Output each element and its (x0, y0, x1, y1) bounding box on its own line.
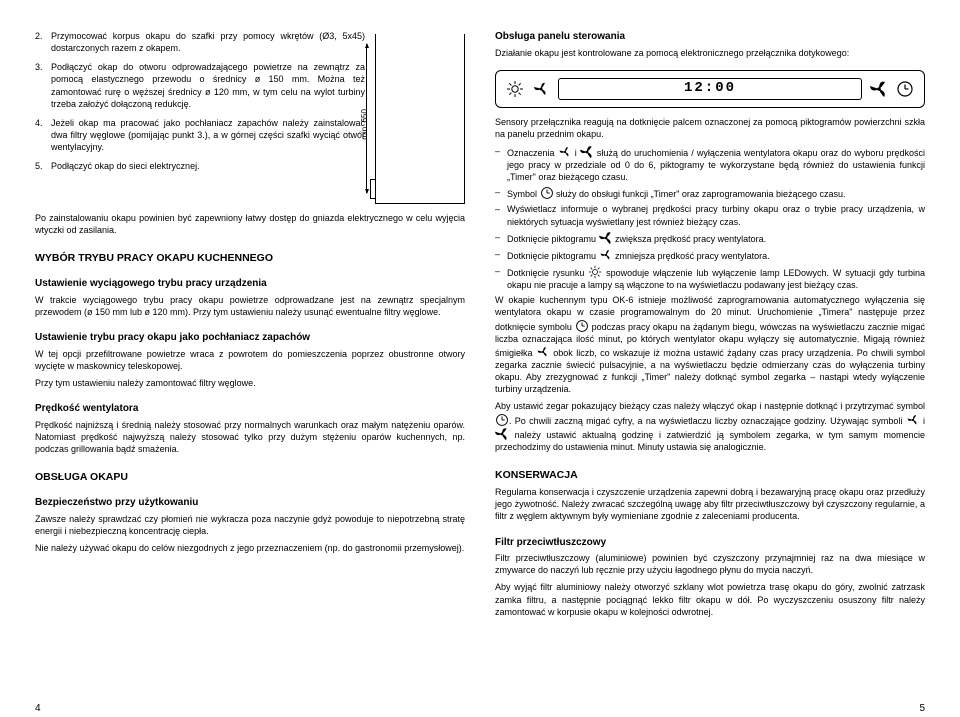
page-number-left: 4 (35, 702, 41, 716)
step-num: 3. (35, 61, 43, 73)
fan-small-icon (532, 80, 550, 98)
post-install-note: Po zainstalowaniu okapu powinien być zap… (35, 212, 465, 236)
list-item: Dotknięcie rysunku spowoduje włączenie l… (495, 265, 925, 291)
page-number-right: 5 (919, 702, 925, 716)
para-recirc-1: W tej opcji przefiltrowane powietrze wra… (35, 348, 465, 372)
list-item: Oznaczenia i służą do uruchomienia / wył… (495, 145, 925, 183)
clock-icon (896, 80, 914, 98)
heading-operation: OBSŁUGA OKAPU (35, 470, 465, 484)
install-diagram: min. 650 (375, 34, 465, 204)
step-text: Podłączyć okap do otworu odprowadzająceg… (51, 62, 365, 108)
para-timer-2: Aby ustawić zegar pokazujący bieżący cza… (495, 400, 925, 453)
list-item: Dotknięcie piktogramu zwiększa prędkość … (495, 231, 925, 245)
clock-icon (495, 413, 509, 427)
right-page: Obsługa panelu sterowania Działanie okap… (495, 30, 925, 697)
fan-small-icon (906, 413, 920, 427)
clock-icon (540, 186, 554, 200)
list-item: Symbol służy do obsługi funkcji „Timer" … (495, 186, 925, 200)
para-safety-1: Zawsze należy sprawdzać czy płomień nie … (35, 513, 465, 537)
para-sensors: Sensory przełącznika reagują na dotknięc… (495, 116, 925, 140)
step-text: Jeżeli okap ma pracować jako pochłaniacz… (51, 118, 365, 152)
subheading-safety: Bezpieczeństwo przy użytkowaniu (35, 496, 465, 510)
light-icon (506, 80, 524, 98)
control-panel: 12:00 (495, 70, 925, 108)
para-filter-1: Filtr przeciwtłuszczowy (aluminiowe) pow… (495, 552, 925, 576)
subheading-speed: Prędkość wentylatora (35, 402, 465, 416)
heading-maintenance: KONSERWACJA (495, 468, 925, 482)
light-icon (588, 265, 602, 279)
fan-big-icon (599, 231, 613, 245)
para-filter-2: Aby wyjąć filtr aluminiowy należy otworz… (495, 581, 925, 617)
para-timer-1: W okapie kuchennym typu OK-6 istnieje mo… (495, 294, 925, 395)
para-speed: Prędkość najniższą i średnią należy stos… (35, 419, 465, 455)
step-num: 5. (35, 160, 43, 172)
lcd-display: 12:00 (558, 78, 862, 100)
step-num: 2. (35, 30, 43, 42)
para-maintenance: Regularna konserwacja i czyszczenie urzą… (495, 486, 925, 522)
subheading-filter: Filtr przeciwtłuszczowy (495, 536, 925, 550)
fan-small-icon (599, 248, 613, 262)
subheading-extraction: Ustawienie wyciągowego trybu pracy urząd… (35, 277, 465, 291)
fan-big-icon (495, 427, 509, 441)
subheading-panel: Obsługa panelu sterowania (495, 30, 925, 44)
para-extraction: W trakcie wyciągowego trybu pracy okapu … (35, 294, 465, 318)
list-item: Wyświetlacz informuje o wybranej prędkoś… (495, 203, 925, 227)
para-safety-2: Nie należy używać okapu do celów niezgod… (35, 542, 465, 554)
fan-big-icon (580, 145, 594, 159)
clock-icon (575, 319, 589, 333)
subheading-recirc: Ustawienie trybu pracy okapu jako pochła… (35, 331, 465, 345)
bullet-list: Oznaczenia i służą do uruchomienia / wył… (495, 145, 925, 294)
fan-small-icon (536, 345, 550, 359)
install-steps: 2. Przymocować korpus okapu do szafki prz… (35, 30, 365, 172)
list-item: Dotknięcie piktogramu zmniejsza prędkość… (495, 248, 925, 262)
fan-small-icon (558, 145, 572, 159)
diagram-dimension: min. 650 (360, 109, 371, 140)
para-recirc-2: Przy tym ustawieniu należy zamontować fi… (35, 377, 465, 389)
left-page: 2. Przymocować korpus okapu do szafki prz… (35, 30, 465, 697)
step-text: Podłączyć okap do sieci elektrycznej. (51, 161, 200, 171)
fan-big-icon (870, 80, 888, 98)
heading-mode-select: WYBÓR TRYBU PRACY OKAPU KUCHENNEGO (35, 251, 465, 265)
para-panel-intro: Działanie okapu jest kontrolowane za pom… (495, 47, 925, 59)
step-text: Przymocować korpus okapu do szafki przy … (51, 31, 365, 53)
step-num: 4. (35, 117, 43, 129)
